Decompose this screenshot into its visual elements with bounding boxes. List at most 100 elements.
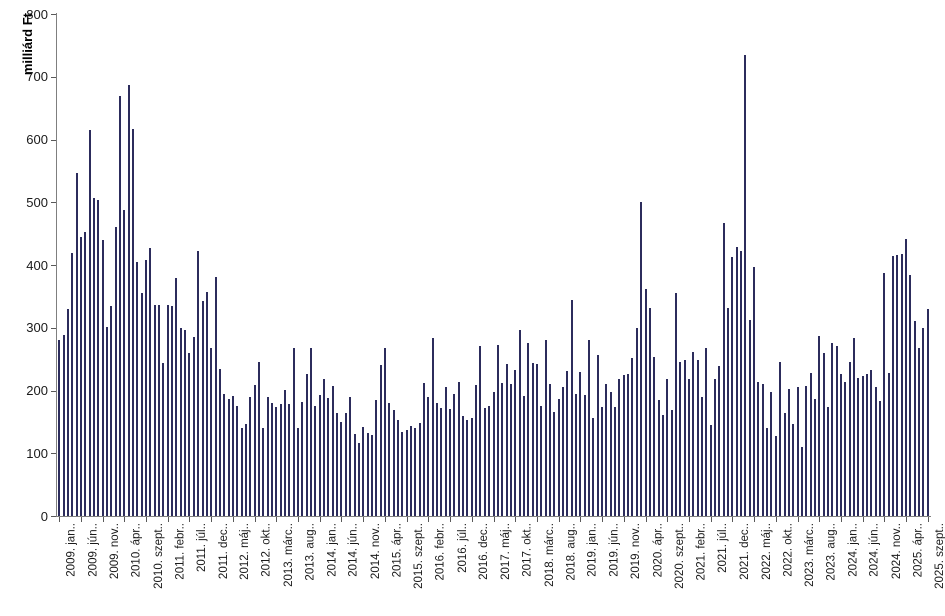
- bar: [674, 293, 677, 516]
- bar: [184, 330, 187, 516]
- y-axis-tick: [51, 139, 56, 141]
- x-axis-tick: [276, 517, 278, 522]
- x-axis-tick: [363, 517, 365, 522]
- bar: [592, 418, 595, 516]
- y-axis-tick: [51, 453, 56, 455]
- bar: [579, 371, 582, 516]
- bar: [575, 393, 578, 516]
- x-axis-tick-label: 2012. máj..: [239, 523, 252, 580]
- bar: [357, 442, 360, 516]
- x-axis-tick: [80, 517, 82, 522]
- bar: [431, 338, 434, 516]
- bar: [839, 373, 842, 516]
- x-axis-tick-label: 2023. márc..: [804, 523, 817, 587]
- bar: [210, 348, 213, 516]
- bar: [427, 397, 430, 516]
- x-axis-tick-label: 2024. jan..: [847, 523, 860, 577]
- bar: [818, 335, 821, 516]
- bar: [201, 300, 204, 516]
- bar: [444, 386, 447, 516]
- bar: [727, 307, 730, 516]
- x-axis-tick: [667, 517, 669, 522]
- bar: [162, 362, 165, 516]
- bar: [926, 308, 929, 516]
- bar: [909, 275, 912, 516]
- x-axis-tick-label: 2010. szept..: [152, 523, 165, 589]
- x-axis-tick: [819, 517, 821, 522]
- bar: [388, 403, 391, 516]
- y-axis-tick-label: 300: [26, 320, 48, 336]
- bar: [270, 403, 273, 516]
- bar: [288, 404, 291, 516]
- bar: [570, 299, 573, 516]
- x-axis-tick-label: 2014. nov..: [369, 523, 382, 580]
- x-axis-tick: [580, 517, 582, 522]
- x-axis-tick-label: 2016. júl..: [456, 523, 469, 573]
- x-axis-tick: [732, 517, 734, 522]
- x-axis-tick-label: 2011. febr..: [174, 523, 187, 580]
- bar: [588, 339, 591, 516]
- bar: [153, 304, 156, 516]
- bar: [800, 446, 803, 516]
- x-axis-tick-label: 2013. márc..: [282, 523, 295, 587]
- bar: [779, 361, 782, 516]
- bar: [488, 405, 491, 516]
- x-axis-tick: [645, 517, 647, 522]
- x-axis-tick-label: 2014. jan..: [326, 523, 339, 577]
- bar: [370, 435, 373, 516]
- x-axis-tick-label: 2021. febr..: [695, 523, 708, 581]
- bar: [262, 427, 265, 516]
- bar: [518, 330, 521, 516]
- bar: [705, 348, 708, 516]
- x-axis-tick: [450, 517, 452, 522]
- x-axis-tick: [189, 517, 191, 522]
- bar: [479, 345, 482, 516]
- y-axis-tick: [51, 202, 56, 204]
- bar: [687, 379, 690, 516]
- x-axis-tick-label: 2025. szept..: [934, 523, 945, 589]
- bar: [249, 396, 252, 516]
- bar: [297, 427, 300, 516]
- y-axis-tick-label: 700: [26, 69, 48, 85]
- bar: [648, 307, 651, 516]
- x-axis-tick: [775, 517, 777, 522]
- x-axis-tick-label: 2024. nov..: [890, 523, 903, 580]
- bar: [522, 395, 525, 516]
- bar: [158, 305, 161, 516]
- bar: [870, 370, 873, 516]
- bar: [314, 405, 317, 516]
- y-axis-tick: [51, 327, 56, 329]
- bar: [366, 432, 369, 516]
- x-axis-tick-label: 2009. jún..: [87, 523, 100, 577]
- bar: [848, 361, 851, 516]
- x-axis-tick-label: 2017. okt..: [521, 523, 534, 577]
- bar: [709, 425, 712, 516]
- bar: [505, 364, 508, 516]
- x-axis-tick-label: 2022. máj..: [760, 523, 773, 580]
- bar: [483, 408, 486, 516]
- bar: [266, 396, 269, 516]
- bar: [761, 384, 764, 516]
- bar: [79, 237, 82, 516]
- bar: [379, 365, 382, 516]
- x-axis-tick-label: 2016. febr..: [434, 523, 447, 581]
- bar: [857, 377, 860, 516]
- bar: [692, 351, 695, 516]
- bar: [596, 355, 599, 516]
- x-axis-tick: [471, 517, 473, 522]
- y-axis-title: milliárd Ft: [20, 13, 35, 76]
- x-axis-tick: [884, 517, 886, 522]
- bar: [918, 348, 921, 516]
- bar: [114, 227, 117, 516]
- bar: [666, 379, 669, 516]
- bar: [653, 356, 656, 516]
- y-axis-tick: [51, 76, 56, 78]
- x-axis-tick-label: 2022. okt..: [782, 523, 795, 577]
- bar: [509, 384, 512, 516]
- bar: [470, 418, 473, 516]
- bar: [796, 387, 799, 516]
- bar: [440, 408, 443, 516]
- bar: [223, 394, 226, 516]
- bar: [605, 383, 608, 516]
- bar: [327, 398, 330, 516]
